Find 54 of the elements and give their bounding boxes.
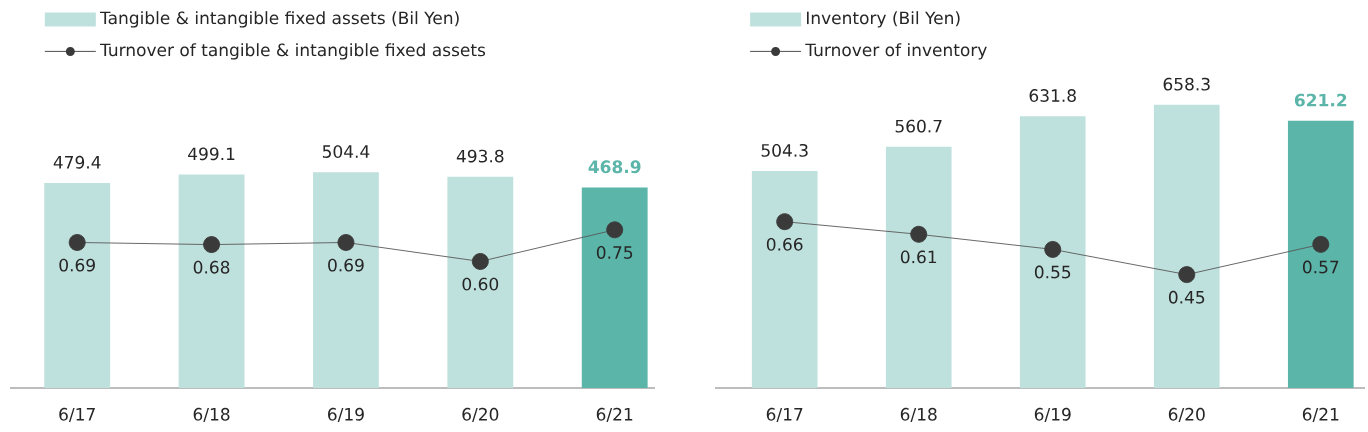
point (203, 236, 221, 254)
point (68, 234, 86, 251)
bar (751, 171, 818, 388)
point (1312, 235, 1330, 253)
data-label: 0.57 (1302, 260, 1339, 274)
data-label: 621.2 (1294, 93, 1347, 107)
point (776, 213, 794, 231)
data-label: 0.61 (900, 250, 937, 264)
legend-label: Tangible & intangible fixed assets (Bil Yen) (99, 11, 459, 28)
bar (885, 146, 952, 388)
x-tick-label: 6/18 (193, 407, 230, 423)
bar (178, 174, 245, 388)
legend-label: Turnover of tangible & intangible fixed assets (99, 43, 486, 60)
x-tick-label: 6/19 (328, 407, 364, 423)
data-label: 504.4 (322, 145, 370, 158)
data-label: 0.68 (193, 260, 230, 274)
data-label: 504.3 (761, 143, 808, 157)
data-label: 499.1 (188, 147, 235, 161)
point (1044, 240, 1062, 258)
point (337, 234, 355, 251)
data-label: 0.66 (766, 237, 803, 251)
data-label: 0.75 (596, 246, 633, 259)
data-label: 0.69 (59, 258, 95, 272)
data-label: 493.8 (456, 149, 504, 163)
data-label: 658.3 (1163, 77, 1210, 91)
data-label: 468.9 (588, 160, 641, 174)
data-label: 0.60 (462, 277, 499, 291)
data-label: 631.8 (1029, 89, 1076, 102)
legend-label: Turnover of inventory (805, 43, 987, 60)
bar (1019, 116, 1086, 388)
data-label: 0.55 (1034, 265, 1071, 279)
point (471, 253, 489, 270)
point (606, 221, 624, 239)
bar (44, 182, 111, 388)
legend-label: Inventory (Bil Yen) (806, 11, 960, 28)
data-label: 0.69 (328, 258, 364, 272)
point (910, 225, 928, 243)
bar (581, 187, 648, 388)
x-tick-label: 6/21 (1302, 407, 1339, 423)
data-label: 479.4 (53, 155, 101, 169)
x-tick-label: 6/18 (900, 407, 937, 423)
x-tick-label: 6/19 (1034, 407, 1071, 423)
x-tick-label: 6/20 (462, 407, 499, 423)
bar (1287, 120, 1354, 388)
bar (1153, 104, 1220, 388)
point (1178, 266, 1196, 284)
x-tick-label: 6/20 (1168, 407, 1205, 423)
x-tick-label: 6/21 (596, 407, 633, 423)
bar (447, 176, 514, 388)
data-label: 0.45 (1168, 290, 1205, 304)
x-tick-label: 6/17 (766, 407, 803, 423)
bar (313, 172, 379, 388)
x-tick-label: 6/17 (59, 407, 95, 423)
data-label: 560.7 (895, 119, 942, 133)
